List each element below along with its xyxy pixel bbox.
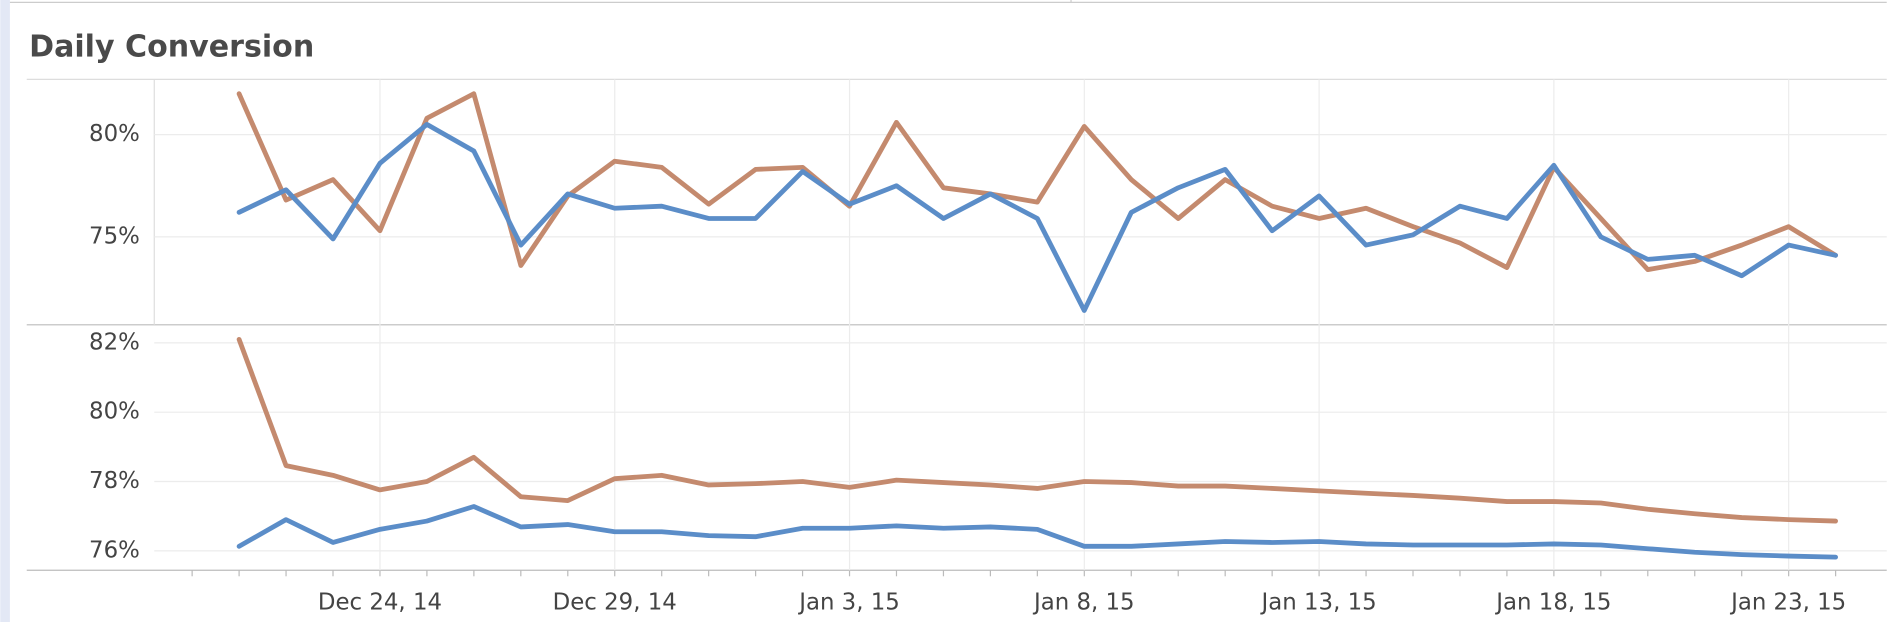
side-strip	[0, 0, 10, 622]
x-tick-label: Dec 29, 14	[553, 589, 677, 615]
y-tick-label: 78%	[89, 468, 140, 494]
y-tick-label: 82%	[89, 329, 140, 355]
chart-title: Daily Conversion	[29, 30, 314, 65]
y-tick-label: 76%	[89, 537, 140, 563]
x-tick-label: Jan 18, 15	[1494, 589, 1611, 615]
y-tick-label: 80%	[89, 121, 140, 147]
x-tick-label: Jan 23, 15	[1729, 589, 1846, 615]
x-tick-label: Jan 3, 15	[797, 589, 900, 615]
series-line	[236, 504, 1839, 560]
y-tick-label: 75%	[89, 223, 140, 249]
series-line	[236, 91, 1839, 273]
series-line	[236, 336, 1839, 524]
x-tick-label: Jan 13, 15	[1260, 589, 1377, 615]
series-line	[236, 121, 1839, 313]
y-tick-label: 80%	[89, 399, 140, 425]
x-tick-label: Jan 8, 15	[1032, 589, 1135, 615]
x-tick-label: Dec 24, 14	[318, 589, 442, 615]
